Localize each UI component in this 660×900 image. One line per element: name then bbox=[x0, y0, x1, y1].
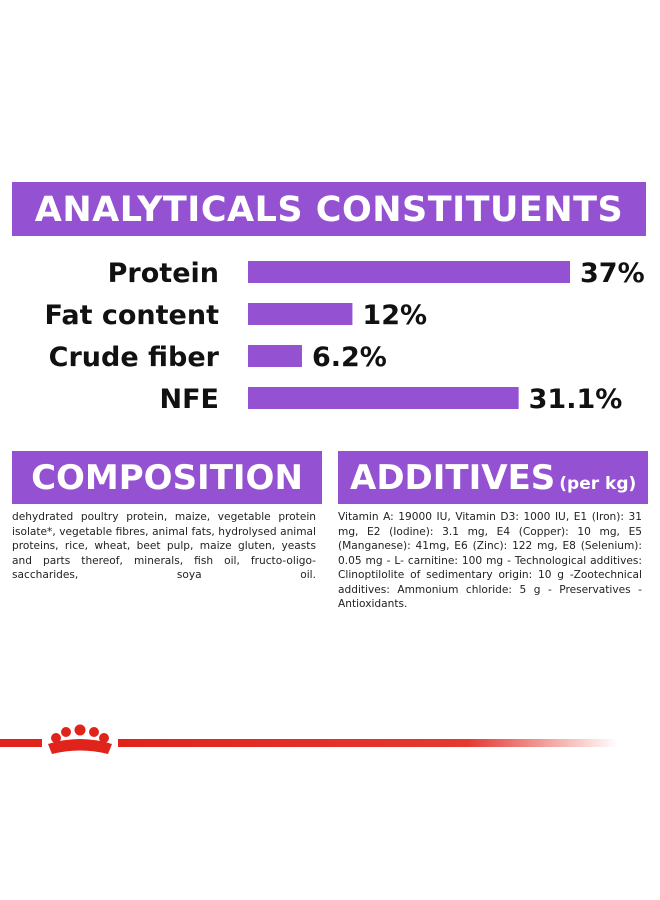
composition-text: dehydrated poultry protein, maize, veget… bbox=[12, 511, 316, 581]
composition-banner: COMPOSITION bbox=[12, 451, 322, 504]
category-label: Crude fiber bbox=[49, 342, 220, 373]
crown-icon bbox=[48, 724, 112, 758]
additives-text: Vitamin A: 19000 IU, Vitamin D3: 1000 IU… bbox=[338, 511, 642, 610]
bar bbox=[248, 261, 570, 283]
value-label: 37% bbox=[580, 258, 645, 289]
value-label: 6.2% bbox=[312, 342, 387, 373]
additives-subtitle: (per kg) bbox=[559, 474, 637, 494]
value-label: 12% bbox=[362, 300, 427, 331]
footer-line-right bbox=[118, 739, 618, 747]
value-label: 31.1% bbox=[529, 384, 623, 415]
analytical-banner: ANALYTICALS CONSTITUENTS bbox=[12, 182, 646, 236]
bar bbox=[248, 387, 519, 409]
footer-line-left bbox=[0, 739, 42, 747]
category-label: Protein bbox=[108, 258, 219, 289]
additives-title: ADDITIVES bbox=[350, 458, 556, 498]
bar bbox=[248, 345, 302, 367]
bar bbox=[248, 303, 353, 325]
analytical-title: ANALYTICALS CONSTITUENTS bbox=[34, 190, 624, 230]
composition-title: COMPOSITION bbox=[31, 458, 303, 498]
footer-band bbox=[0, 724, 618, 758]
analytical-chart: Protein 37% Fat content 12% Crude fiber 6.2% N… bbox=[44, 258, 645, 415]
additives-banner: ADDITIVES (per kg) bbox=[338, 451, 648, 504]
category-label: Fat content bbox=[44, 300, 219, 331]
category-label: NFE bbox=[160, 384, 219, 415]
